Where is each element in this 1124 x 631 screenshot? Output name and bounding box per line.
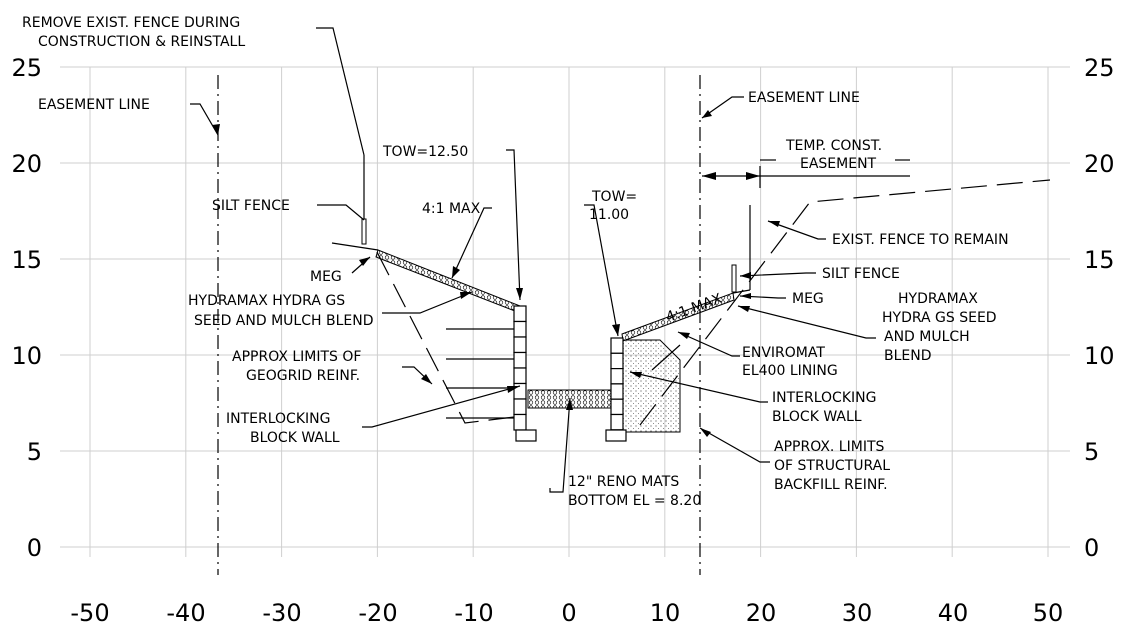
wall-block	[513, 351, 527, 369]
y-tick-label: 15	[11, 246, 42, 274]
left-block-wall	[513, 305, 527, 431]
right-silt-fence	[731, 264, 737, 293]
y-tick-label: 5	[27, 438, 42, 466]
wall-block	[610, 383, 624, 400]
label-hydramax-right-3: AND MULCH	[884, 329, 970, 345]
wall-block	[610, 352, 624, 370]
left-ground-line	[331, 242, 379, 251]
label-enviromat-2: EL400 LINING	[742, 363, 838, 379]
existing-ground-right	[639, 179, 1051, 426]
wall-block	[513, 367, 527, 385]
y-tick-label: 25	[1084, 54, 1115, 82]
x-tick-label: -30	[262, 599, 301, 627]
structural-backfill	[622, 339, 681, 433]
left-wall-footing	[515, 429, 537, 442]
x-tick-label: -40	[166, 599, 205, 627]
x-tick-label: 50	[1033, 599, 1064, 627]
label-backfill-3: BACKFILL REINF.	[774, 477, 888, 493]
label-meg-right: MEG	[792, 291, 824, 307]
wall-block	[513, 305, 527, 323]
wall-block	[513, 382, 527, 400]
label-hydramax-right-1: HYDRAMAX	[898, 291, 978, 307]
label-temp-const-2: EASEMENT	[800, 156, 877, 172]
label-enviromat-1: ENVIROMAT	[742, 345, 825, 361]
y-tick-label: 20	[11, 150, 42, 178]
label-slope-right: 4:1 MAX	[664, 291, 725, 326]
wall-block	[610, 398, 624, 416]
y-tick-label: 5	[1084, 438, 1099, 466]
y-tick-label: 0	[27, 534, 42, 562]
label-easement-right: EASEMENT LINE	[748, 90, 860, 106]
label-tow-left: TOW=12.50	[382, 144, 468, 160]
label-easement-left: EASEMENT LINE	[38, 97, 150, 113]
x-tick-label: 30	[842, 599, 873, 627]
label-geogrid-2: GEOGRID REINF.	[246, 368, 360, 384]
label-backfill-1: APPROX. LIMITS	[774, 439, 884, 455]
label-block-wall-left-2: BLOCK WALL	[250, 430, 340, 446]
temp-const-easement-dimension	[702, 159, 910, 188]
label-remove-fence-2: CONSTRUCTION & REINSTALL	[38, 34, 245, 50]
wall-block	[513, 320, 527, 338]
label-backfill-2: OF STRUCTURAL	[774, 458, 890, 474]
wall-block	[513, 336, 527, 354]
y-tick-label: 10	[1084, 342, 1115, 370]
label-tow-right-1: TOW=	[591, 189, 637, 205]
left-silt-fence	[361, 218, 367, 245]
label-block-wall-right-2: BLOCK WALL	[772, 409, 862, 425]
y-tick-labels-right: 0 5 10 15 20 25	[1084, 54, 1115, 562]
existing-ground-left	[376, 251, 523, 424]
label-reno-2: BOTTOM EL = 8.20	[568, 493, 701, 509]
label-hydramax-right-4: BLEND	[884, 348, 932, 364]
x-tick-label: -20	[358, 599, 397, 627]
wall-block	[513, 398, 527, 416]
label-remove-fence-1: REMOVE EXIST. FENCE DURING	[22, 15, 240, 31]
y-tick-label: 15	[1084, 246, 1115, 274]
leader-lines	[190, 27, 876, 493]
label-block-wall-right-1: INTERLOCKING	[772, 390, 876, 406]
x-tick-label: 0	[561, 599, 576, 627]
y-tick-label: 0	[1084, 534, 1099, 562]
label-hydramax-right-2: HYDRA GS SEED	[882, 310, 997, 326]
right-block-wall	[610, 337, 624, 431]
label-reno-1: 12" RENO MATS	[568, 474, 679, 490]
wall-block	[610, 368, 624, 385]
x-tick-label: -50	[70, 599, 109, 627]
wall-block	[610, 337, 624, 354]
x-tick-label: 20	[746, 599, 777, 627]
label-silt-fence-right: SILT FENCE	[822, 266, 900, 282]
wall-block	[610, 413, 624, 431]
label-temp-const-1: TEMP. CONST.	[785, 138, 882, 154]
label-tow-right-2: 11.00	[589, 207, 629, 223]
right-wall-footing	[605, 429, 627, 442]
label-silt-fence-left: SILT FENCE	[212, 198, 290, 214]
label-hydramax-left-2: SEED AND MULCH BLEND	[194, 313, 373, 329]
geogrid-lines	[446, 328, 520, 419]
label-hydramax-left-1: HYDRAMAX HYDRA GS	[188, 293, 345, 309]
y-tick-label: 20	[1084, 150, 1115, 178]
label-geogrid-1: APPROX LIMITS OF	[232, 349, 361, 365]
y-tick-label: 25	[11, 54, 42, 82]
x-tick-label: 40	[938, 599, 969, 627]
grid	[60, 66, 1070, 557]
label-exist-fence-remain: EXIST. FENCE TO REMAIN	[832, 232, 1009, 248]
wall-block	[513, 413, 527, 431]
label-slope-left: 4:1 MAX	[422, 201, 481, 217]
label-meg-left: MEG	[310, 269, 342, 285]
annotations: REMOVE EXIST. FENCE DURING CONSTRUCTION …	[22, 15, 1009, 509]
label-block-wall-left-1: INTERLOCKING	[226, 411, 330, 427]
x-tick-label: -10	[454, 599, 493, 627]
x-tick-labels: -50 -40 -30 -20 -10 0 10 20 30 40 50	[70, 599, 1063, 627]
y-tick-labels-left: 0 5 10 15 20 25	[11, 54, 42, 562]
y-tick-label: 10	[11, 342, 42, 370]
x-tick-label: 10	[650, 599, 681, 627]
